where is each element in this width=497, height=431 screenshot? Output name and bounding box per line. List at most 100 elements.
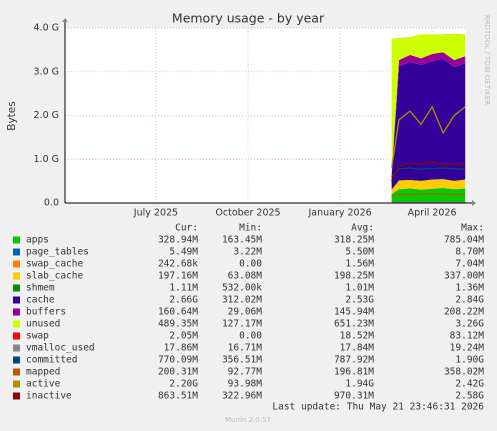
area <box>391 33 466 175</box>
area <box>391 52 466 177</box>
legend-label: swap_cache <box>26 259 83 270</box>
x-tick-label: July 2025 <box>133 208 178 219</box>
stat-value: 63.08M <box>228 271 263 282</box>
area <box>391 33 466 39</box>
y-tick-label: 2.0 G <box>34 110 60 121</box>
stat-header: Avg: <box>351 223 374 234</box>
x-tick-label: January 2026 <box>307 208 371 219</box>
legend-swatch <box>13 380 20 388</box>
line <box>391 193 466 198</box>
chart-title: Memory usage - by year <box>172 11 325 26</box>
legend-swatch <box>13 392 20 400</box>
side-label: RRDTOOL / TOBI OETIKER <box>483 15 491 105</box>
version: Munin 2.0.57 <box>225 416 271 424</box>
legend-label: active <box>26 379 61 390</box>
stat-value: 1.90G <box>455 355 484 366</box>
stat-value: 312.02M <box>222 295 262 306</box>
axis-arrow <box>62 18 68 22</box>
stat-value: 19.24M <box>450 343 485 354</box>
stat-value: 787.92M <box>334 355 374 366</box>
stat-value: 356.51M <box>222 355 262 366</box>
stat-value: 532.00k <box>222 283 262 294</box>
stat-value: 8.70M <box>455 247 484 258</box>
stat-value: 200.31M <box>158 367 198 378</box>
stat-value: 2.58G <box>455 391 484 402</box>
y-axis-label: Bytes <box>6 101 18 130</box>
stat-value: 83.12M <box>450 331 485 342</box>
legend-swatch <box>13 236 20 244</box>
stat-value: 318.25M <box>334 235 374 246</box>
area <box>391 188 466 203</box>
stat-value: 242.68k <box>158 259 198 270</box>
stat-value: 489.35M <box>158 319 198 330</box>
stat-value: 160.64M <box>158 307 198 318</box>
line <box>391 167 466 178</box>
y-tick-label: 3.0 G <box>34 66 60 77</box>
x-tick-label: October 2025 <box>215 208 280 219</box>
stat-value: 16.71M <box>228 343 263 354</box>
stat-header: Max: <box>461 223 484 234</box>
stat-value: 1.94G <box>345 379 374 390</box>
x-tick-label: April 2026 <box>408 208 457 219</box>
legend-label: inactive <box>26 391 72 402</box>
footer: Last update: Thu May 21 23:46:31 2026 <box>272 402 484 413</box>
stat-header: Min: <box>239 223 262 234</box>
y-tick-label: 1.0 G <box>34 154 60 165</box>
stat-value: 208.22M <box>444 307 484 318</box>
stat-value: 651.23M <box>334 319 374 330</box>
legend-swatch <box>13 320 20 328</box>
legend-swatch <box>13 332 20 340</box>
legend-swatch <box>13 368 20 376</box>
legend-label: apps <box>26 235 49 246</box>
stat-value: 328.94M <box>158 235 198 246</box>
stat-value: 770.09M <box>158 355 198 366</box>
stat-value: 196.81M <box>334 367 374 378</box>
stat-header: Cur: <box>175 223 198 234</box>
legend-label: mapped <box>26 367 60 378</box>
legend-swatch <box>13 284 20 292</box>
stat-value: 2.84G <box>455 295 484 306</box>
stat-value: 1.11M <box>169 283 198 294</box>
legend-label: page_tables <box>26 247 89 258</box>
legend-swatch <box>13 248 20 256</box>
stat-value: 358.02M <box>444 367 484 378</box>
axis-arrow <box>472 200 476 206</box>
stat-value: 863.51M <box>158 391 198 402</box>
stat-value: 322.96M <box>222 391 262 402</box>
area <box>391 58 466 190</box>
legend-swatch <box>13 344 20 352</box>
y-tick-label: 0.0 <box>44 198 59 209</box>
legend-swatch <box>13 308 20 316</box>
stat-value: 2.42G <box>455 379 484 390</box>
stat-value: 92.77M <box>228 367 263 378</box>
stat-value: 1.36M <box>455 283 484 294</box>
legend-label: committed <box>26 355 77 366</box>
area <box>391 179 466 195</box>
legend-swatch <box>13 272 20 280</box>
legend-label: slab_cache <box>26 271 83 282</box>
line <box>390 105 466 169</box>
stat-value: 2.20G <box>169 379 198 390</box>
stat-value: 785.04M <box>444 235 484 246</box>
legend-label: shmem <box>26 283 55 294</box>
stat-value: 2.66G <box>169 295 198 306</box>
line <box>391 160 466 182</box>
legend-swatch <box>13 296 20 304</box>
stat-value: 1.01M <box>345 283 374 294</box>
stat-value: 93.98M <box>228 379 263 390</box>
stat-value: 970.31M <box>334 391 374 402</box>
stat-value: 127.17M <box>222 319 262 330</box>
stat-value: 197.16M <box>158 271 198 282</box>
stat-value: 17.86M <box>164 343 199 354</box>
stat-value: 2.05M <box>169 331 198 342</box>
stat-value: 17.84M <box>340 343 375 354</box>
legend-label: buffers <box>26 307 66 318</box>
stat-value: 0.00 <box>239 259 262 270</box>
stat-value: 3.22M <box>233 247 262 258</box>
legend-swatch <box>13 260 20 268</box>
stat-value: 198.25M <box>334 271 374 282</box>
area <box>391 187 466 195</box>
stat-value: 337.00M <box>444 271 484 282</box>
stat-value: 163.45M <box>222 235 262 246</box>
